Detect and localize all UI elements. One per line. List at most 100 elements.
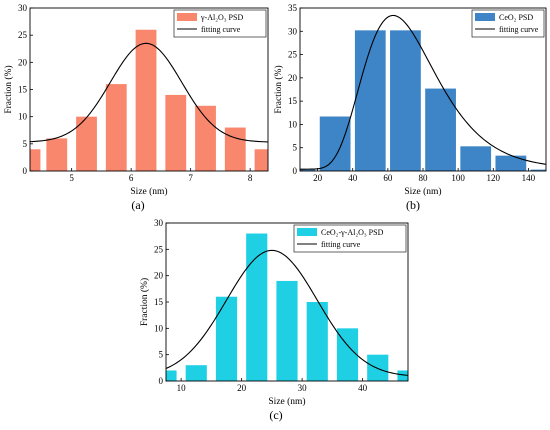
bar-b-0 [300,169,316,171]
legend-frame-a [173,9,267,38]
y-tick-label-c-3: 15 [154,297,164,307]
bar-b-4 [425,88,456,171]
chart-panel-c: 10 20 30 40 0 5 10 15 20 25 30 Size (nm) Fraction… [139,218,409,422]
x-tick-label-b-6: 140 [522,173,536,183]
x-tick-label-c-1: 20 [237,383,247,393]
y-tick-label-b-1: 5 [293,143,298,153]
bar-a-8 [254,149,268,171]
x-tick-label-a-0: 5 [69,173,74,183]
fitting-curve-b [300,14,546,170]
panel-label-a: (a) [131,198,144,212]
y-tick-label-a-1: 5 [23,139,28,149]
y-tick-label-a-3: 15 [18,85,28,95]
y-tick-label-c-1: 5 [159,350,164,360]
bar-a-3 [105,84,127,171]
y-tick-label-b-6: 30 [288,26,298,36]
legend-bar-label-a: γ-Al₂O₃ PSD [200,13,243,22]
bar-b-3 [390,30,421,171]
legend-a: γ-Al₂O₃ PSD fitting curve [173,9,267,38]
bar-a-5 [165,94,187,171]
bar-c-1 [185,365,207,381]
panel-label-c: (c) [269,408,282,422]
x-tick-label-c-2: 30 [298,383,308,393]
bar-b-5 [460,146,492,171]
y-tick-label-b-3: 15 [288,96,298,106]
bars-b [300,30,546,171]
x-tick-label-b-3: 80 [419,173,429,183]
y-tick-label-b-5: 25 [288,50,298,60]
bar-c-0 [166,370,177,381]
y-tick-label-a-0: 0 [23,166,28,176]
x-ticks-b: 20 40 60 80 100 120 140 [313,168,536,183]
legend-bar-label-c: CeO₂-γ-Al₂O₃ PSD [321,228,384,237]
x-tick-label-b-4: 100 [451,173,465,183]
legend-swatch-a [177,13,197,21]
chart-panel-a: 5 6 7 8 0 5 10 15 20 25 30 Size (nm) Fraction (%)… [3,3,269,212]
bar-b-2 [354,30,386,171]
y-axis-label-a: Fraction (%) [3,65,14,113]
chart-panel-b: 20 40 60 80 100 120 140 0 5 10 15 20 25 30 35 Size (n… [273,3,547,212]
x-tick-label-b-2: 60 [383,173,393,183]
x-tick-label-a-2: 7 [188,173,193,183]
bar-b-7 [530,169,546,171]
x-axis-label-b: Size (nm) [404,186,441,197]
y-tick-label-c-2: 10 [154,323,164,333]
y-tick-label-b-0: 0 [293,166,298,176]
legend-bar-label-b: CeO₂ PSD [499,13,533,22]
y-axis-label-b: Fraction (%) [273,65,284,113]
x-axis-label-c: Size (nm) [268,396,305,407]
bar-a-0 [30,149,41,171]
bar-a-2 [76,116,97,171]
x-ticks-c: 10 20 30 40 [177,378,368,393]
bars-a [30,29,268,171]
bar-b-1 [319,116,351,171]
legend-b: CeO₂ PSD fitting curve [471,9,545,38]
bar-c-8 [397,370,408,381]
bar-c-7 [367,354,389,381]
y-ticks-b: 0 5 10 15 20 25 30 35 [288,3,303,176]
legend-curve-label-a: fitting curve [201,25,241,34]
bar-a-4 [135,29,157,171]
panel-label-b: (b) [406,198,420,212]
bar-c-4 [276,280,298,381]
x-ticks-a: 5 6 7 8 [69,168,253,183]
bars-c [166,233,408,381]
bar-a-1 [46,138,68,171]
bar-a-7 [224,127,246,171]
x-tick-label-b-0: 20 [313,173,323,183]
y-ticks-c: 0 5 10 15 20 25 30 [154,218,169,386]
x-tick-label-a-1: 6 [129,173,134,183]
bar-c-6 [336,328,359,381]
y-ticks-a: 0 5 10 15 20 25 30 [18,3,33,176]
legend-c: CeO₂-γ-Al₂O₃ PSD fitting curve [293,224,407,253]
x-axis-label-a: Size (nm) [130,186,167,197]
y-axis-label-c: Fraction (%) [139,278,150,326]
legend-swatch-b [475,13,495,21]
y-tick-label-c-4: 20 [154,271,164,281]
x-tick-label-b-5: 120 [487,173,501,183]
bar-b-6 [495,155,527,171]
fitting-curve-a [30,42,268,143]
legend-curve-label-c: fitting curve [321,240,361,249]
y-tick-label-a-5: 25 [18,30,28,40]
y-tick-label-b-7: 35 [288,3,298,13]
bar-c-2 [215,296,238,381]
x-tick-label-c-3: 40 [358,383,368,393]
x-tick-label-b-1: 40 [348,173,358,183]
bar-a-6 [195,105,216,171]
y-tick-label-b-4: 20 [288,73,298,83]
bar-c-3 [246,233,268,381]
y-tick-label-b-2: 10 [288,119,298,129]
x-tick-label-a-3: 8 [248,173,253,183]
legend-swatch-c [297,228,317,236]
y-tick-label-a-6: 30 [18,3,28,13]
y-tick-label-c-6: 30 [154,218,164,228]
y-tick-label-c-0: 0 [159,376,164,386]
y-tick-label-a-2: 10 [18,112,28,122]
legend-curve-label-b: fitting curve [499,25,539,34]
bar-c-5 [306,302,328,381]
y-tick-label-a-4: 20 [18,57,28,67]
x-tick-label-c-0: 10 [177,383,187,393]
y-tick-label-c-5: 25 [154,244,164,254]
